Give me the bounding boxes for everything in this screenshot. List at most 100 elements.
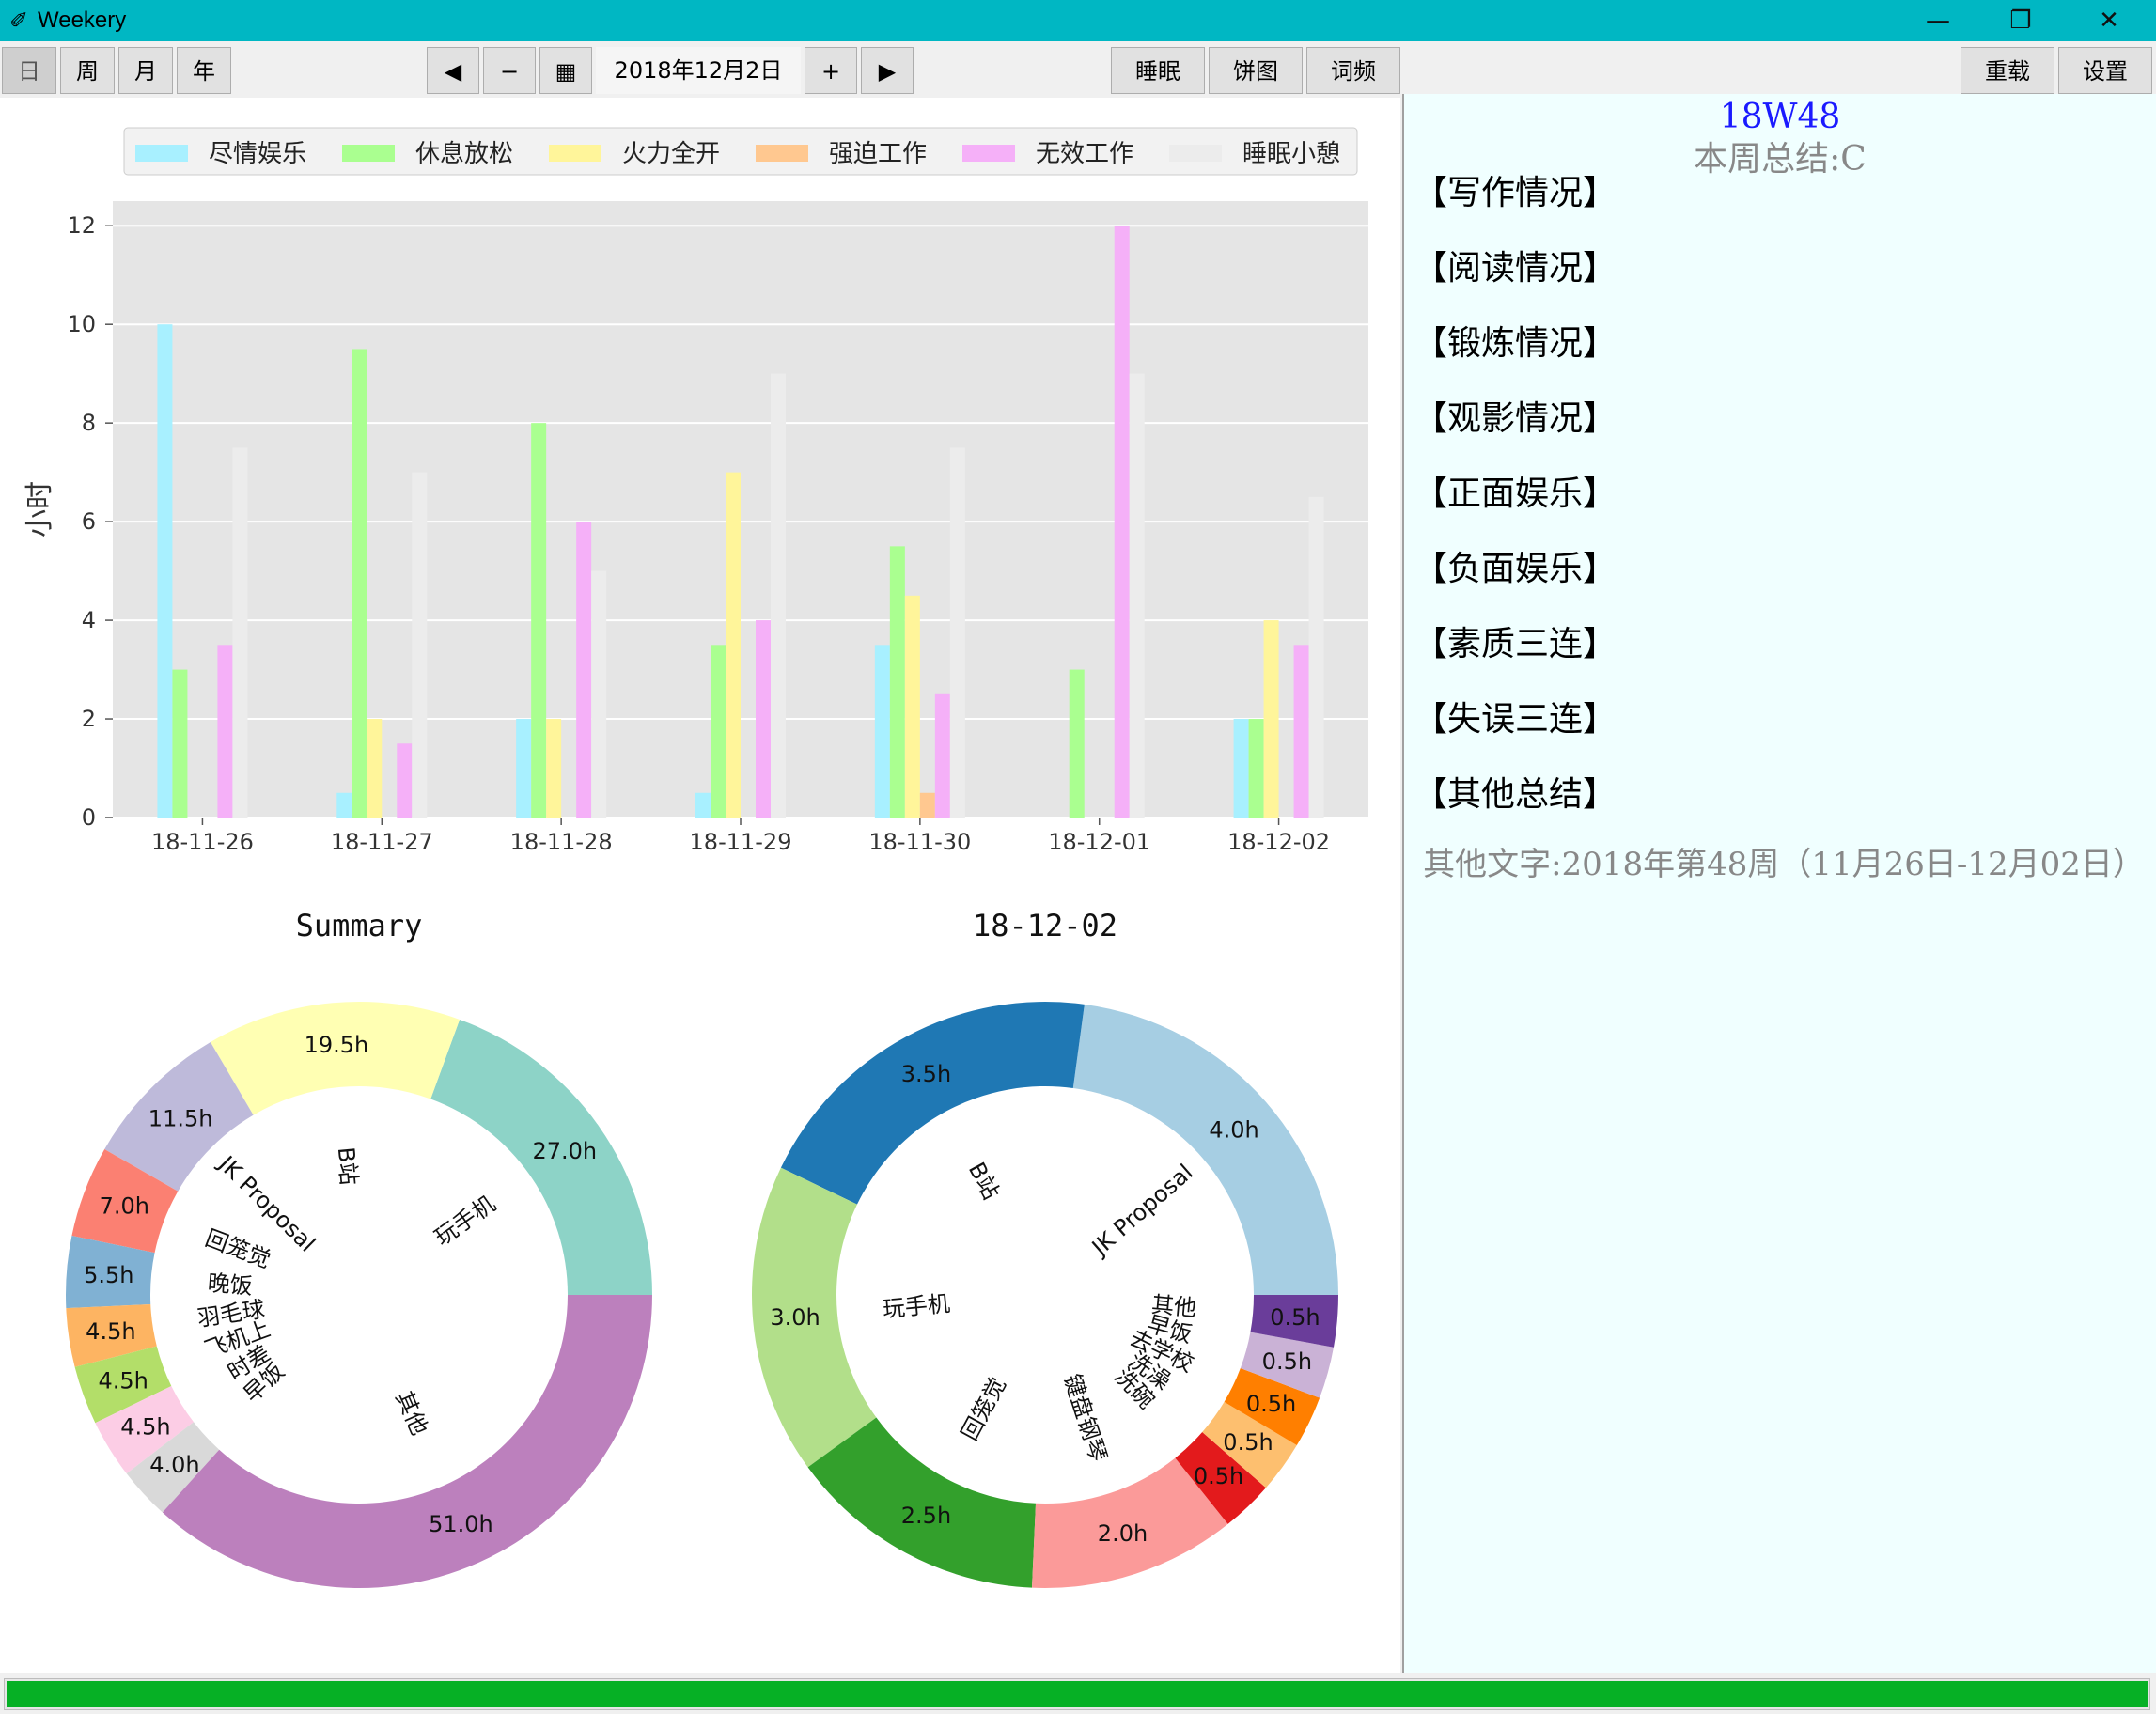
legend-swatch — [342, 145, 395, 162]
pie-value-label: 3.0h — [770, 1304, 820, 1331]
bar — [711, 645, 726, 818]
y-tick-label: 8 — [82, 410, 96, 436]
next-button[interactable]: ▶ — [861, 47, 914, 94]
bar — [904, 595, 920, 818]
pie-slice — [1240, 1332, 1334, 1398]
x-tick-label: 18-11-29 — [690, 829, 792, 855]
pie-slice — [95, 1385, 195, 1474]
bar — [516, 719, 532, 818]
pie-slice — [1202, 1401, 1297, 1488]
pie-value-label: 0.5h — [1194, 1463, 1243, 1489]
bar — [172, 669, 188, 818]
pie-value-label: 2.0h — [1098, 1520, 1148, 1547]
sleep-button[interactable]: 睡眠 — [1111, 47, 1205, 94]
charts-canvas: 0 2 4 6 8 10 12 小时 18-11-26 18-11-27 18-11-28 18-11… — [23, 127, 1368, 1588]
x-tick-label: 18-11-27 — [331, 829, 433, 855]
bar — [412, 472, 428, 818]
pie-value-label: 4.5h — [86, 1318, 135, 1345]
bar — [756, 620, 771, 818]
feather-icon: ✐ — [9, 8, 29, 34]
legend-label: 睡眠小憩 — [1242, 140, 1340, 168]
calendar-icon[interactable]: ▦ — [539, 47, 592, 94]
pie-title: Summary — [296, 908, 423, 943]
view-day-button[interactable]: 日 — [2, 47, 56, 94]
legend-box — [123, 127, 1358, 176]
bar — [771, 373, 786, 818]
legend-swatch — [756, 145, 808, 162]
pie-category-label: 其他 — [390, 1387, 432, 1439]
section-negative-entertainment: 【负面娱乐】 — [1414, 550, 1617, 588]
word-frequency-button[interactable]: 词频 — [1306, 47, 1400, 94]
bar — [1263, 620, 1279, 818]
pie-category-label: B站 — [333, 1146, 363, 1187]
bar — [1293, 645, 1309, 818]
pie-value-label: 7.0h — [100, 1193, 149, 1220]
toolbar: 日 周 月 年 ◀ − ▦ 2018年12月2日 + ▶ 睡眠 饼图 词频 重载… — [0, 41, 2156, 98]
y-tick-label: 6 — [82, 508, 96, 535]
reload-button[interactable]: 重载 — [1961, 47, 2054, 94]
progress-fill — [7, 1681, 2148, 1707]
pie-slice — [1032, 1457, 1228, 1588]
other-text: 其他文字:2018年第48周（11月26日-12月02日） — [1423, 846, 2145, 883]
pie-slice — [126, 1422, 220, 1513]
bar — [1308, 496, 1324, 818]
pie-slice — [1250, 1295, 1338, 1348]
bar — [546, 719, 562, 818]
y-tick-label: 0 — [82, 804, 96, 831]
view-month-button[interactable]: 月 — [118, 47, 173, 94]
x-tick-label: 18-12-02 — [1227, 829, 1330, 855]
x-tick-label: 18-11-26 — [151, 829, 254, 855]
bar — [352, 349, 367, 818]
pie-slice — [752, 1167, 877, 1468]
section-reading: 【阅读情况】 — [1414, 249, 1617, 288]
pie-value-label: 19.5h — [305, 1032, 369, 1058]
bar — [726, 472, 741, 818]
x-tick-label: 18-11-28 — [510, 829, 613, 855]
legend-swatch — [135, 145, 188, 162]
pie-value-label: 51.0h — [429, 1511, 493, 1537]
pie-category-label: 玩手机 — [430, 1191, 500, 1251]
legend-label: 无效工作 — [1036, 140, 1133, 168]
pie-slice — [74, 1346, 172, 1424]
window-title: Weekery — [38, 8, 127, 33]
week-code: 18W48 — [1719, 98, 1841, 136]
chart-area: 0 2 4 6 8 10 12 小时 18-11-26 18-11-27 18-11-28 18-11… — [0, 98, 1400, 1673]
bar — [531, 423, 547, 818]
pie-slice — [1175, 1432, 1266, 1524]
minimize-button[interactable]: — — [1926, 7, 1950, 35]
bar — [1129, 373, 1145, 818]
pie-category-label: 键盘钢琴 — [1058, 1371, 1111, 1465]
x-tick-label: 18-11-30 — [868, 829, 971, 855]
section-movies: 【观影情况】 — [1414, 399, 1617, 438]
plus-button[interactable]: + — [805, 47, 857, 94]
pie-slice — [430, 1019, 652, 1295]
section-positive-entertainment: 【正面娱乐】 — [1414, 475, 1617, 513]
legend-swatch — [1169, 145, 1222, 162]
pie-value-label: 27.0h — [532, 1138, 597, 1164]
settings-button[interactable]: 设置 — [2058, 47, 2152, 94]
prev-button[interactable]: ◀ — [427, 47, 479, 94]
view-year-button[interactable]: 年 — [177, 47, 231, 94]
bar — [1114, 226, 1130, 818]
bar — [591, 570, 607, 818]
pie-slice — [210, 1002, 461, 1115]
weekly-summary-panel: 18W48 本周总结:C 【写作情况】 【阅读情况】 【锻炼情况】 【观影情况】… — [1402, 94, 2156, 1673]
bar — [949, 447, 965, 818]
title-bar: ✐ Weekery — ❐ ✕ — [0, 0, 2156, 41]
restore-button[interactable]: ❐ — [2009, 7, 2032, 35]
close-button[interactable]: ✕ — [2099, 7, 2119, 35]
pie-category-label: 晚饭 — [207, 1270, 254, 1300]
bar — [367, 719, 383, 818]
bar — [874, 645, 890, 818]
pie-value-label: 5.5h — [84, 1262, 133, 1288]
view-week-button[interactable]: 周 — [60, 47, 115, 94]
pie-category-label: 玩手机 — [882, 1290, 951, 1322]
legend-label: 火力全开 — [622, 140, 720, 168]
pie-slice — [162, 1295, 652, 1588]
pie-category-label: 其他 — [1150, 1291, 1197, 1321]
pie-chart-button[interactable]: 饼图 — [1209, 47, 1303, 94]
legend-label: 强迫工作 — [829, 140, 927, 168]
minus-button[interactable]: − — [483, 47, 536, 94]
pie-slice — [807, 1417, 1037, 1588]
pie-value-label: 11.5h — [148, 1105, 213, 1131]
